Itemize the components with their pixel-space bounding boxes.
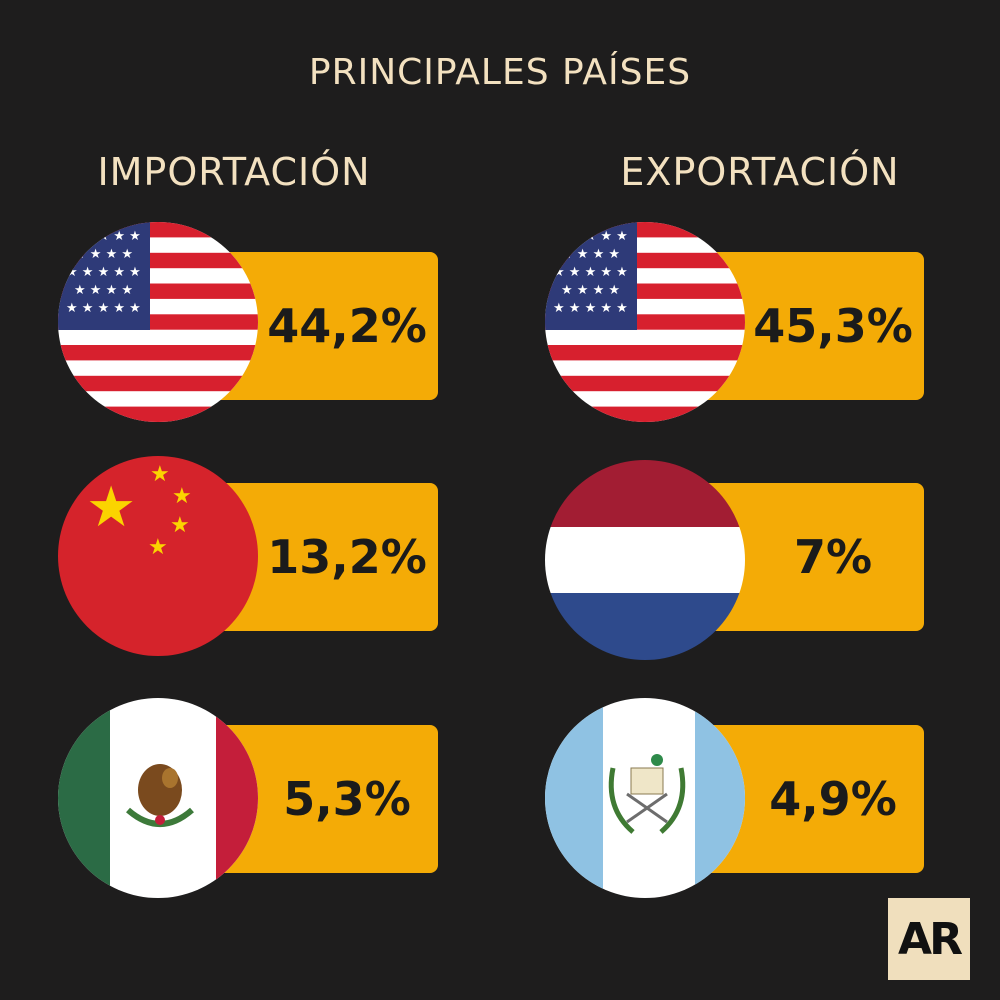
import-value-usa: 44,2% bbox=[267, 299, 427, 353]
usa-flag-icon: ★ ★ ★ ★ ★ ★ ★ ★ ★ ★ ★ ★ ★ ★ ★ ★ ★ ★ ★ ★ ★ … bbox=[545, 222, 745, 422]
svg-text:★: ★ bbox=[170, 513, 190, 538]
brand-logo-text: AR bbox=[898, 913, 963, 965]
import-value-china: 13,2% bbox=[267, 530, 427, 584]
svg-text:★ ★ ★ ★ ★: ★ ★ ★ ★ ★ bbox=[553, 301, 628, 316]
svg-text:★ ★ ★ ★ ★: ★ ★ ★ ★ ★ bbox=[553, 265, 628, 280]
svg-text:★ ★ ★ ★ ★: ★ ★ ★ ★ ★ bbox=[66, 229, 141, 244]
svg-text:★ ★ ★ ★ ★: ★ ★ ★ ★ ★ bbox=[553, 229, 628, 244]
svg-text:★ ★ ★ ★ ★: ★ ★ ★ ★ ★ bbox=[66, 301, 141, 316]
svg-text:★: ★ bbox=[150, 462, 170, 487]
svg-text:★: ★ bbox=[148, 535, 168, 560]
svg-text:★ ★ ★ ★: ★ ★ ★ ★ bbox=[74, 283, 133, 298]
svg-text:★: ★ bbox=[86, 475, 136, 540]
export-value-guatemala: 4,9% bbox=[769, 772, 897, 826]
svg-text:★: ★ bbox=[172, 484, 192, 509]
import-column-title: IMPORTACIÓN bbox=[97, 150, 371, 194]
usa-flag-icon: ★ ★ ★ ★ ★ ★ ★ ★ ★ ★ ★ ★ ★ ★ ★ ★ ★ ★ ★ ★ ★ … bbox=[58, 222, 258, 422]
svg-text:★ ★ ★ ★: ★ ★ ★ ★ bbox=[561, 247, 620, 262]
svg-text:★ ★ ★ ★: ★ ★ ★ ★ bbox=[561, 283, 620, 298]
netherlands-flag-icon bbox=[545, 460, 745, 660]
guatemala-flag-icon bbox=[545, 698, 745, 898]
brand-logo: AR bbox=[888, 898, 970, 980]
mexico-flag-icon bbox=[58, 698, 258, 898]
svg-text:★ ★ ★ ★ ★: ★ ★ ★ ★ ★ bbox=[66, 265, 141, 280]
page-title: PRINCIPALES PAÍSES bbox=[308, 52, 692, 93]
export-column-title: EXPORTACIÓN bbox=[620, 150, 900, 194]
svg-text:★ ★ ★ ★: ★ ★ ★ ★ bbox=[74, 247, 133, 262]
export-value-usa: 45,3% bbox=[753, 299, 913, 353]
export-value-netherlands: 7% bbox=[793, 530, 873, 584]
import-value-mexico: 5,3% bbox=[283, 772, 411, 826]
china-flag-icon: ★ ★ ★ ★ ★ bbox=[58, 456, 258, 656]
